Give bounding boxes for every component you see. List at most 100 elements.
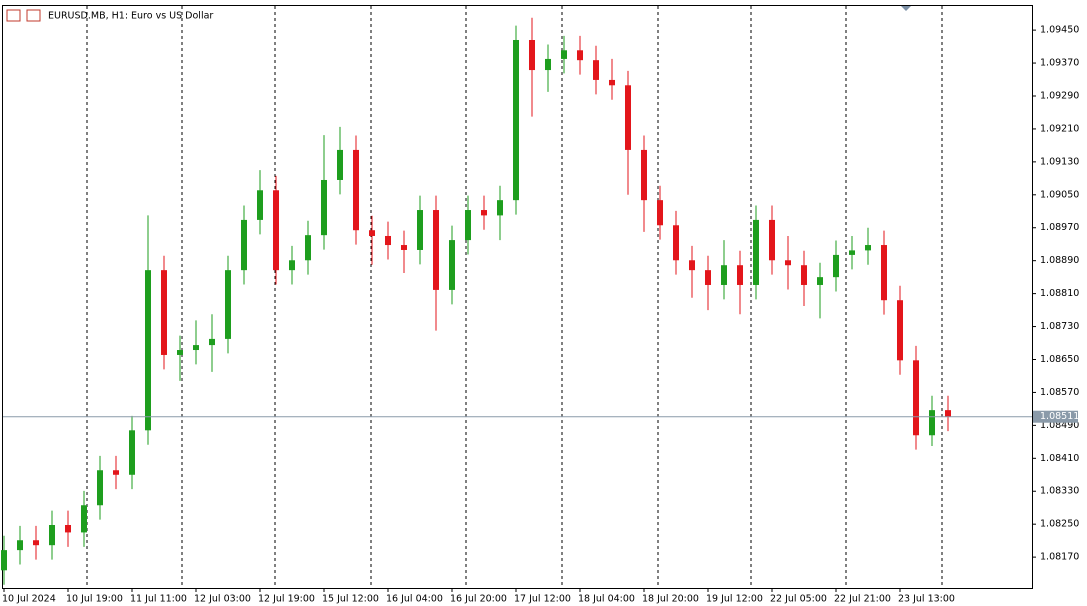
x-tick-label: 10 Jul 19:00 xyxy=(66,594,123,605)
candle-body xyxy=(449,240,455,290)
candle-body xyxy=(481,210,487,216)
day-separators xyxy=(86,6,943,588)
candle-body xyxy=(193,345,199,351)
candle-body xyxy=(1,550,7,571)
symbol-icons xyxy=(6,9,41,22)
y-tick-label: 1.09450 xyxy=(1040,25,1079,36)
candle-body xyxy=(801,265,807,285)
candle-body xyxy=(561,50,567,59)
candle-body xyxy=(81,505,87,533)
candle-body xyxy=(433,210,439,290)
shift-marker xyxy=(901,6,911,11)
candle-body xyxy=(353,149,359,231)
y-tick-label: 1.09130 xyxy=(1040,156,1079,167)
x-tick-label: 12 Jul 19:00 xyxy=(258,594,315,605)
x-tick-label: 18 Jul 04:00 xyxy=(578,594,635,605)
candle-body xyxy=(17,540,23,551)
x-tick-label: 19 Jul 12:00 xyxy=(706,594,763,605)
candle-body xyxy=(817,277,823,285)
y-tick-label: 1.09290 xyxy=(1040,90,1079,101)
candle-body xyxy=(929,410,935,436)
candle-body xyxy=(721,265,727,285)
candle-body xyxy=(609,79,615,86)
x-tick-label: 10 Jul 2024 xyxy=(2,594,56,605)
x-tick-label: 12 Jul 03:00 xyxy=(194,594,251,605)
candle-body xyxy=(513,39,519,201)
x-tick-label: 16 Jul 04:00 xyxy=(386,594,443,605)
candle-body xyxy=(865,245,871,251)
candle-body xyxy=(593,60,599,80)
candle-body xyxy=(177,350,183,355)
x-tick-label: 16 Jul 20:00 xyxy=(450,594,507,605)
candle-body xyxy=(369,230,375,236)
candle-body xyxy=(145,270,151,431)
current-price-label: 1.08511 xyxy=(1040,411,1079,422)
candle-body xyxy=(753,219,759,285)
x-tick-label: 15 Jul 12:00 xyxy=(322,594,379,605)
y-tick-label: 1.08650 xyxy=(1040,354,1079,365)
candle-body xyxy=(305,235,311,261)
candle-body xyxy=(577,50,583,61)
candle-body xyxy=(673,225,679,261)
x-tick-label: 22 Jul 21:00 xyxy=(834,594,891,605)
y-tick-label: 1.08330 xyxy=(1040,486,1079,497)
candle-body xyxy=(881,245,887,301)
y-tick-label: 1.09210 xyxy=(1040,123,1079,134)
y-tick-label: 1.08890 xyxy=(1040,255,1079,266)
candle-body xyxy=(545,58,551,71)
candle-body xyxy=(129,430,135,475)
y-tick-label: 1.08170 xyxy=(1040,552,1079,563)
candle-body xyxy=(625,85,631,150)
icon xyxy=(26,9,41,22)
candle-body xyxy=(497,200,503,216)
y-tick-label: 1.08970 xyxy=(1040,222,1079,233)
candle-body xyxy=(529,39,535,71)
candle-body xyxy=(273,190,279,271)
candle-body xyxy=(385,235,391,246)
candle-body xyxy=(161,270,167,355)
current-price-tag xyxy=(1033,410,1078,423)
candle-body xyxy=(209,338,215,346)
y-tick-label: 1.08570 xyxy=(1040,387,1079,398)
candle-body xyxy=(65,525,71,533)
x-tick-label: 18 Jul 20:00 xyxy=(642,594,699,605)
candle-body xyxy=(849,250,855,255)
candle-body xyxy=(657,200,663,226)
candle-body xyxy=(785,260,791,266)
candle-body xyxy=(417,210,423,250)
candle-body xyxy=(833,254,839,278)
candle-body xyxy=(705,270,711,285)
candle-body xyxy=(689,260,695,271)
candle-body xyxy=(945,410,951,417)
y-tick-label: 1.08250 xyxy=(1040,519,1079,530)
candle-body xyxy=(769,219,775,261)
candle-body xyxy=(913,360,919,436)
candle-body xyxy=(337,149,343,180)
candle-body xyxy=(241,219,247,271)
x-tick-label: 22 Jul 05:00 xyxy=(770,594,827,605)
candle-body xyxy=(465,210,471,241)
x-tick-label: 11 Jul 11:00 xyxy=(130,594,187,605)
candle-body xyxy=(321,179,327,236)
y-tick-label: 1.08730 xyxy=(1040,321,1079,332)
candle-body xyxy=(737,265,743,285)
candle-body xyxy=(97,470,103,506)
x-tick-label: 17 Jul 12:00 xyxy=(514,594,571,605)
candle-body xyxy=(897,300,903,361)
candle-body xyxy=(641,149,647,201)
candle-body xyxy=(289,260,295,271)
y-tick-label: 1.08410 xyxy=(1040,453,1079,464)
candle-body xyxy=(113,470,119,475)
y-tick-label: 1.09370 xyxy=(1040,58,1079,69)
candle-body xyxy=(401,245,407,250)
candle-body xyxy=(225,270,231,339)
y-tick-label: 1.08810 xyxy=(1040,288,1079,299)
candle-body xyxy=(257,190,263,220)
y-tick-label: 1.08490 xyxy=(1040,420,1079,431)
x-tick-label: 23 Jul 13:00 xyxy=(898,594,955,605)
icon xyxy=(6,9,21,22)
candle-body xyxy=(49,525,55,546)
chart-title: EURUSD.MB, H1: Euro vs US Dollar xyxy=(48,11,213,22)
